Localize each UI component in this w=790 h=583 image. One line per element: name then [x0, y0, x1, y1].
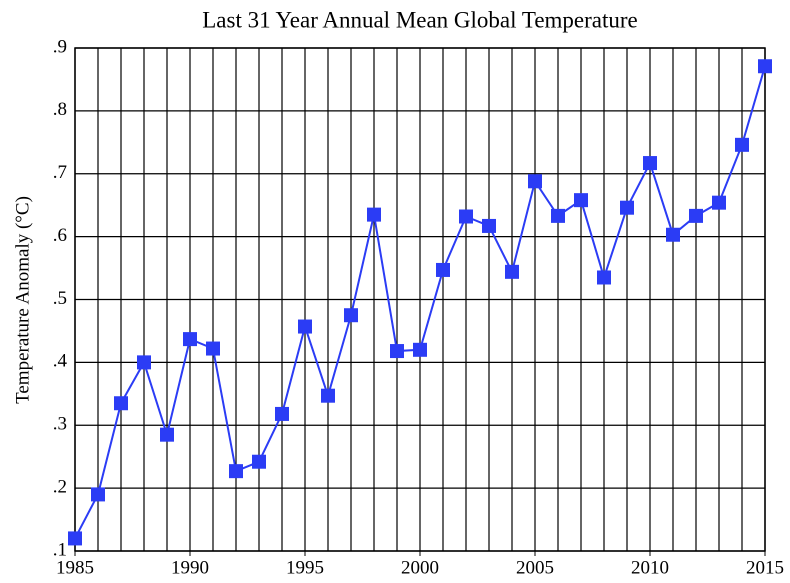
y-tick-label: .7 [53, 162, 67, 183]
chart-title: Last 31 Year Annual Mean Global Temperat… [202, 7, 638, 32]
data-point [436, 262, 450, 277]
data-point [643, 156, 657, 171]
y-tick-label: .8 [53, 99, 67, 120]
data-point [689, 208, 703, 223]
data-point [482, 218, 496, 233]
data-point [367, 207, 381, 222]
x-tick-label: 2015 [746, 557, 784, 578]
data-point [712, 195, 726, 210]
y-tick-label: .1 [53, 539, 67, 560]
x-tick-label: 2000 [401, 557, 439, 578]
data-point [344, 308, 358, 323]
x-tick-label: 2005 [516, 557, 554, 578]
data-point [68, 531, 82, 546]
data-point [252, 454, 266, 469]
data-point [137, 355, 151, 370]
data-point [91, 487, 105, 502]
data-point [597, 270, 611, 285]
x-tick-label: 1990 [171, 557, 209, 578]
data-point [229, 464, 243, 479]
data-point [735, 137, 749, 152]
data-point [666, 227, 680, 242]
data-point [114, 396, 128, 411]
y-tick-label: .9 [53, 36, 67, 57]
y-tick-label: .3 [53, 414, 67, 435]
y-tick-label: .2 [53, 476, 67, 497]
data-point [413, 342, 427, 357]
y-tick-label: .4 [53, 351, 68, 372]
data-point [758, 59, 772, 74]
data-point [275, 406, 289, 421]
data-point [160, 427, 174, 442]
data-point [505, 264, 519, 279]
data-point [298, 319, 312, 334]
data-point [528, 174, 542, 189]
y-axis-label: Temperature Anomaly (°C) [12, 196, 33, 404]
data-point [551, 208, 565, 223]
data-point [390, 344, 404, 359]
x-tick-label: 1985 [56, 557, 94, 578]
x-tick-label: 1995 [286, 557, 324, 578]
data-point [574, 193, 588, 208]
y-tick-label: .5 [53, 288, 67, 309]
data-point [206, 341, 220, 356]
data-point [183, 332, 197, 347]
data-point [620, 200, 634, 215]
y-tick-label: .6 [53, 225, 67, 246]
data-point [459, 209, 473, 224]
x-tick-label: 2010 [631, 557, 669, 578]
data-point [321, 388, 335, 403]
